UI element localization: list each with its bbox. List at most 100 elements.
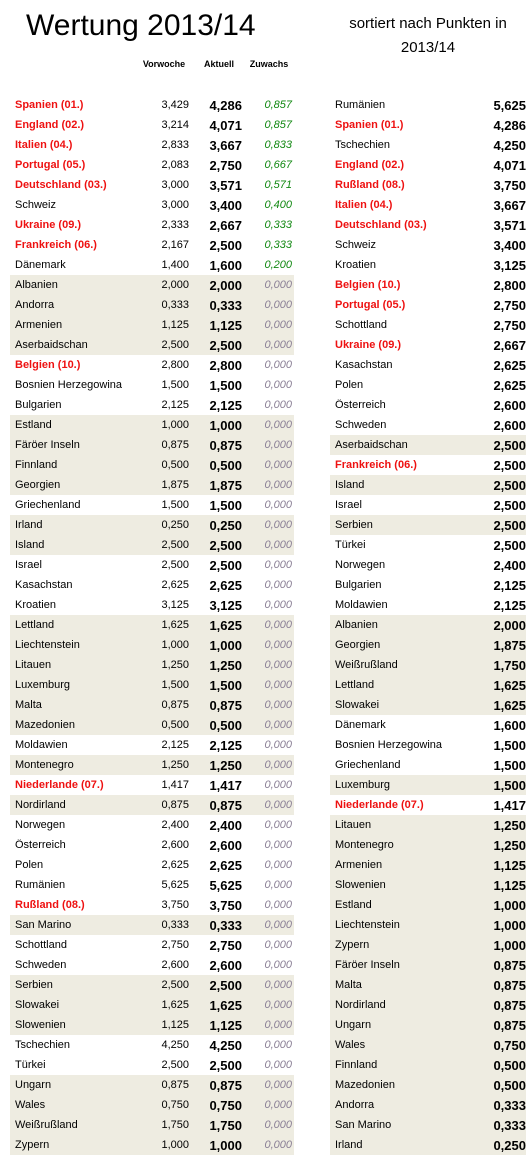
current-value: 2,800 — [209, 357, 242, 373]
table-row: Bosnien Herzegowina 1,500 1,500 0,000 — [10, 375, 294, 395]
country-name: Weißrußland — [335, 659, 398, 671]
table-row: Wales 0,750 0,750 0,000 — [10, 1095, 294, 1115]
table-row: Bulgarien 2,125 — [330, 575, 526, 595]
current-value: 1,500 — [209, 677, 242, 693]
table-row: Malta 0,875 — [330, 975, 526, 995]
previous-week-value: 0,875 — [161, 799, 189, 811]
table-row: Bosnien Herzegowina 1,500 — [330, 735, 526, 755]
country-name: Litauen — [15, 659, 52, 671]
gain-value: 0,000 — [264, 899, 292, 911]
country-name: Kasachstan — [15, 579, 73, 591]
country-name: Moldawien — [335, 599, 388, 611]
table-row: Island 2,500 2,500 0,000 — [10, 535, 294, 555]
previous-week-value: 1,750 — [161, 1119, 189, 1131]
gain-value: 0,000 — [264, 979, 292, 991]
country-name: Serbien — [15, 979, 53, 991]
table-row: Italien (04.) 2,833 3,667 0,833 — [10, 135, 294, 155]
table-row: Griechenland 1,500 — [330, 755, 526, 775]
current-value: 1,600 — [493, 717, 526, 733]
table-row: Deutschland (03.) 3,000 3,571 0,571 — [10, 175, 294, 195]
table-row: Serbien 2,500 2,500 0,000 — [10, 975, 294, 995]
country-name: Armenien — [15, 319, 63, 331]
current-value: 2,600 — [493, 397, 526, 413]
country-name: Wales — [15, 1099, 46, 1111]
current-value: 2,400 — [493, 557, 526, 573]
country-name: Deutschland (03.) — [335, 219, 427, 231]
previous-week-value: 1,500 — [161, 499, 189, 511]
previous-week-value: 1,625 — [161, 619, 189, 631]
country-name: Bulgarien — [15, 399, 62, 411]
table-row: Ukraine (09.) 2,667 — [330, 335, 526, 355]
current-value: 2,500 — [493, 497, 526, 513]
current-value: 1,250 — [209, 657, 242, 673]
table-row: Belgien (10.) 2,800 — [330, 275, 526, 295]
table-row: Zypern 1,000 1,000 0,000 — [10, 1135, 294, 1155]
gain-value: 0,000 — [264, 379, 292, 391]
current-value: 2,600 — [209, 957, 242, 973]
country-name: Montenegro — [15, 759, 74, 771]
gain-value: 0,000 — [264, 1099, 292, 1111]
sorted-table: Rumänien 5,625 Spanien (01.) 4,286 Tschechie… — [330, 95, 526, 1155]
previous-week-value: 1,000 — [161, 1139, 189, 1151]
table-row: Rumänien 5,625 — [330, 95, 526, 115]
previous-week-value: 0,500 — [161, 719, 189, 731]
current-value: 2,750 — [209, 157, 242, 173]
country-name: Kroatien — [15, 599, 56, 611]
current-value: 3,125 — [209, 597, 242, 613]
previous-week-value: 2,167 — [161, 239, 189, 251]
table-row: Norwegen 2,400 — [330, 555, 526, 575]
table-row: Schweden 2,600 2,600 0,000 — [10, 955, 294, 975]
table-row: Rußland (08.) 3,750 3,750 0,000 — [10, 895, 294, 915]
country-name: Schweden — [335, 419, 387, 431]
current-value: 2,500 — [493, 437, 526, 453]
table-row: Ungarn 0,875 0,875 0,000 — [10, 1075, 294, 1095]
table-row: Deutschland (03.) 3,571 — [330, 215, 526, 235]
table-row: Albanien 2,000 — [330, 615, 526, 635]
current-value: 0,875 — [493, 977, 526, 993]
current-value: 2,600 — [493, 417, 526, 433]
table-row: Aserbaidschan 2,500 — [330, 435, 526, 455]
current-value: 1,417 — [209, 777, 242, 793]
country-name: Luxemburg — [335, 779, 391, 791]
country-name: Deutschland (03.) — [15, 179, 107, 191]
current-value: 3,400 — [209, 197, 242, 213]
previous-week-value: 2,600 — [161, 959, 189, 971]
table-row: Türkei 2,500 2,500 0,000 — [10, 1055, 294, 1075]
current-value: 0,875 — [493, 1017, 526, 1033]
page-subtitle: sortiert nach Punkten in 2013/14 — [349, 15, 507, 56]
country-name: Litauen — [335, 819, 372, 831]
table-row: Bulgarien 2,125 2,125 0,000 — [10, 395, 294, 415]
table-row: England (02.) 4,071 — [330, 155, 526, 175]
country-name: Färöer Inseln — [335, 959, 400, 971]
current-value: 5,625 — [209, 877, 242, 893]
country-name: Estland — [335, 899, 372, 911]
previous-week-value: 2,800 — [161, 359, 189, 371]
previous-week-value: 5,625 — [161, 879, 189, 891]
column-header-gain: Zuwachs — [249, 59, 289, 69]
table-row: Island 2,500 — [330, 475, 526, 495]
table-row: Lettland 1,625 1,625 0,000 — [10, 615, 294, 635]
gain-value: 0,000 — [264, 739, 292, 751]
country-name: Finnland — [15, 459, 58, 471]
country-name: Polen — [15, 859, 44, 871]
table-row: Mazedonien 0,500 — [330, 1075, 526, 1095]
previous-week-value: 1,125 — [161, 319, 189, 331]
current-value: 0,875 — [209, 437, 242, 453]
current-value: 2,750 — [493, 317, 526, 333]
gain-value: 0,000 — [264, 839, 292, 851]
table-row: Portugal (05.) 2,083 2,750 0,667 — [10, 155, 294, 175]
country-name: Portugal (05.) — [335, 299, 406, 311]
current-value: 2,500 — [493, 537, 526, 553]
previous-week-value: 3,000 — [161, 199, 189, 211]
current-value: 1,600 — [209, 257, 242, 273]
table-row: Moldawien 2,125 2,125 0,000 — [10, 735, 294, 755]
country-name: Schweden — [15, 959, 67, 971]
gain-value: 0,000 — [264, 959, 292, 971]
page-title: Wertung 2013/14 — [26, 9, 256, 42]
country-name: San Marino — [335, 1119, 392, 1131]
country-name: Irland — [335, 1139, 363, 1151]
current-value: 0,875 — [493, 957, 526, 973]
gain-value: 0,000 — [264, 659, 292, 671]
table-row: Aserbaidschan 2,500 2,500 0,000 — [10, 335, 294, 355]
column-header-current: Aktuell — [203, 59, 234, 69]
